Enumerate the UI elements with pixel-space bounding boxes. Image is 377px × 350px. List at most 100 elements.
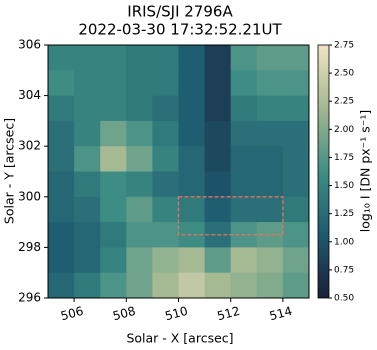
heatmap-cell — [74, 45, 101, 71]
heatmap-cell — [282, 95, 310, 122]
heatmap-cell — [256, 146, 284, 172]
x-axis-label: Solar - X [arcsec] — [126, 331, 233, 346]
y-tick-label: 300 — [18, 189, 41, 203]
heatmap-cell — [230, 171, 258, 198]
heatmap-cell — [204, 146, 232, 172]
heatmap-cell — [204, 196, 232, 223]
heatmap-cell — [74, 70, 101, 97]
heatmap-cell — [152, 120, 179, 147]
chart-subtitle: 2022-03-30 17:32:52.21UT — [78, 21, 282, 39]
heatmap-cell — [178, 171, 206, 198]
heatmap-cell — [74, 247, 101, 274]
colorbar-tick-label: 2.75 — [334, 41, 354, 51]
colorbar-tick-label: 1.00 — [334, 237, 354, 247]
heatmap-cell — [204, 70, 232, 97]
x-tick-label: 506 — [59, 304, 85, 323]
heatmap-cell — [178, 95, 206, 122]
y-tick-label: 296 — [18, 291, 41, 305]
heatmap-cell — [126, 196, 153, 223]
heatmap-cell — [48, 95, 75, 122]
heatmap-cell — [74, 95, 101, 122]
heatmap-cell — [282, 45, 310, 71]
x-tick-label: 512 — [216, 304, 242, 323]
heatmap-cell — [100, 70, 127, 97]
y-axis-label: Solar - Y [arcsec] — [2, 118, 17, 224]
heatmap-cell — [152, 247, 179, 274]
heatmap-cell — [126, 95, 153, 122]
heatmap-cell — [256, 95, 284, 122]
heatmap-cell — [230, 146, 258, 172]
heatmap-cell — [74, 222, 101, 248]
heatmap-cell — [282, 222, 310, 248]
colorbar-tick-label: 2.50 — [334, 69, 354, 79]
heatmap-cell — [48, 247, 75, 274]
colorbar-tick-label: 1.50 — [334, 181, 354, 191]
heatmap-cell — [204, 171, 232, 198]
heatmap-cell — [152, 171, 179, 198]
heatmap-cell — [282, 146, 310, 172]
heatmap-cell — [230, 70, 258, 97]
heatmap-cell — [204, 45, 232, 71]
heatmap-cell — [178, 272, 206, 299]
heatmap-cell — [282, 272, 310, 299]
heatmap-cell — [100, 146, 127, 172]
heatmap-cell — [282, 70, 310, 97]
x-tick-label: 514 — [268, 304, 294, 323]
heatmap-cell — [282, 120, 310, 147]
heatmap-cell — [100, 45, 127, 71]
heatmap-cell — [48, 120, 75, 147]
heatmap-cell — [100, 120, 127, 147]
heatmap-cell — [178, 146, 206, 172]
heatmap-cell — [48, 146, 75, 172]
heatmap-cell — [178, 247, 206, 274]
heatmap-cell — [126, 146, 153, 172]
heatmap-cell — [152, 95, 179, 122]
colorbar — [317, 44, 330, 299]
heatmap-cell — [204, 247, 232, 274]
heatmap-cell — [126, 171, 153, 198]
chart-title: IRIS/SJI 2796A — [127, 3, 233, 21]
x-tick-label: 508 — [111, 304, 137, 323]
heatmap-cell — [74, 120, 101, 147]
heatmap-cell — [152, 222, 179, 248]
heatmap-cell — [152, 272, 179, 299]
heatmap-cell — [100, 196, 127, 223]
y-tick-label: 306 — [18, 38, 41, 52]
heatmap-cell — [126, 222, 153, 248]
heatmap-cell — [126, 272, 153, 299]
heatmap-cell — [126, 70, 153, 97]
heatmap-cell — [100, 272, 127, 299]
heatmap-cell — [230, 196, 258, 223]
heatmap-cell — [256, 70, 284, 97]
heatmap-cell — [48, 70, 75, 97]
heatmap-cell — [230, 272, 258, 299]
heatmap-cell — [256, 45, 284, 71]
colorbar-tick-label: 0.75 — [334, 265, 354, 275]
heatmap-cell — [48, 222, 75, 248]
heatmap-cell — [48, 196, 75, 223]
y-tick-label: 304 — [18, 88, 41, 102]
heatmap-cell — [152, 70, 179, 97]
heatmap-cell — [126, 247, 153, 274]
region-box — [177, 196, 284, 236]
colorbar-tick-label: 2.25 — [334, 97, 354, 107]
heatmap-cell — [256, 120, 284, 147]
y-tick-label: 302 — [18, 139, 41, 153]
heatmap-cell — [178, 45, 206, 71]
y-tick-label: 298 — [18, 240, 41, 254]
heatmap-cell — [204, 95, 232, 122]
heatmap-cell — [100, 95, 127, 122]
heatmap-cell — [100, 171, 127, 198]
heatmap-cell — [74, 196, 101, 223]
heatmap-cell — [74, 272, 101, 299]
heatmap-cell — [256, 196, 284, 223]
heatmap-cell — [178, 120, 206, 147]
heatmap-cell — [48, 45, 75, 71]
heatmap-cell — [74, 146, 101, 172]
heatmap-cell — [74, 171, 101, 198]
heatmap-cell — [178, 196, 206, 223]
heatmap-cell — [204, 120, 232, 147]
heatmap-cell — [48, 272, 75, 299]
heatmap-cell — [230, 120, 258, 147]
colorbar-label: log₁₀ I [DN px⁻¹ s⁻¹] — [358, 110, 373, 232]
